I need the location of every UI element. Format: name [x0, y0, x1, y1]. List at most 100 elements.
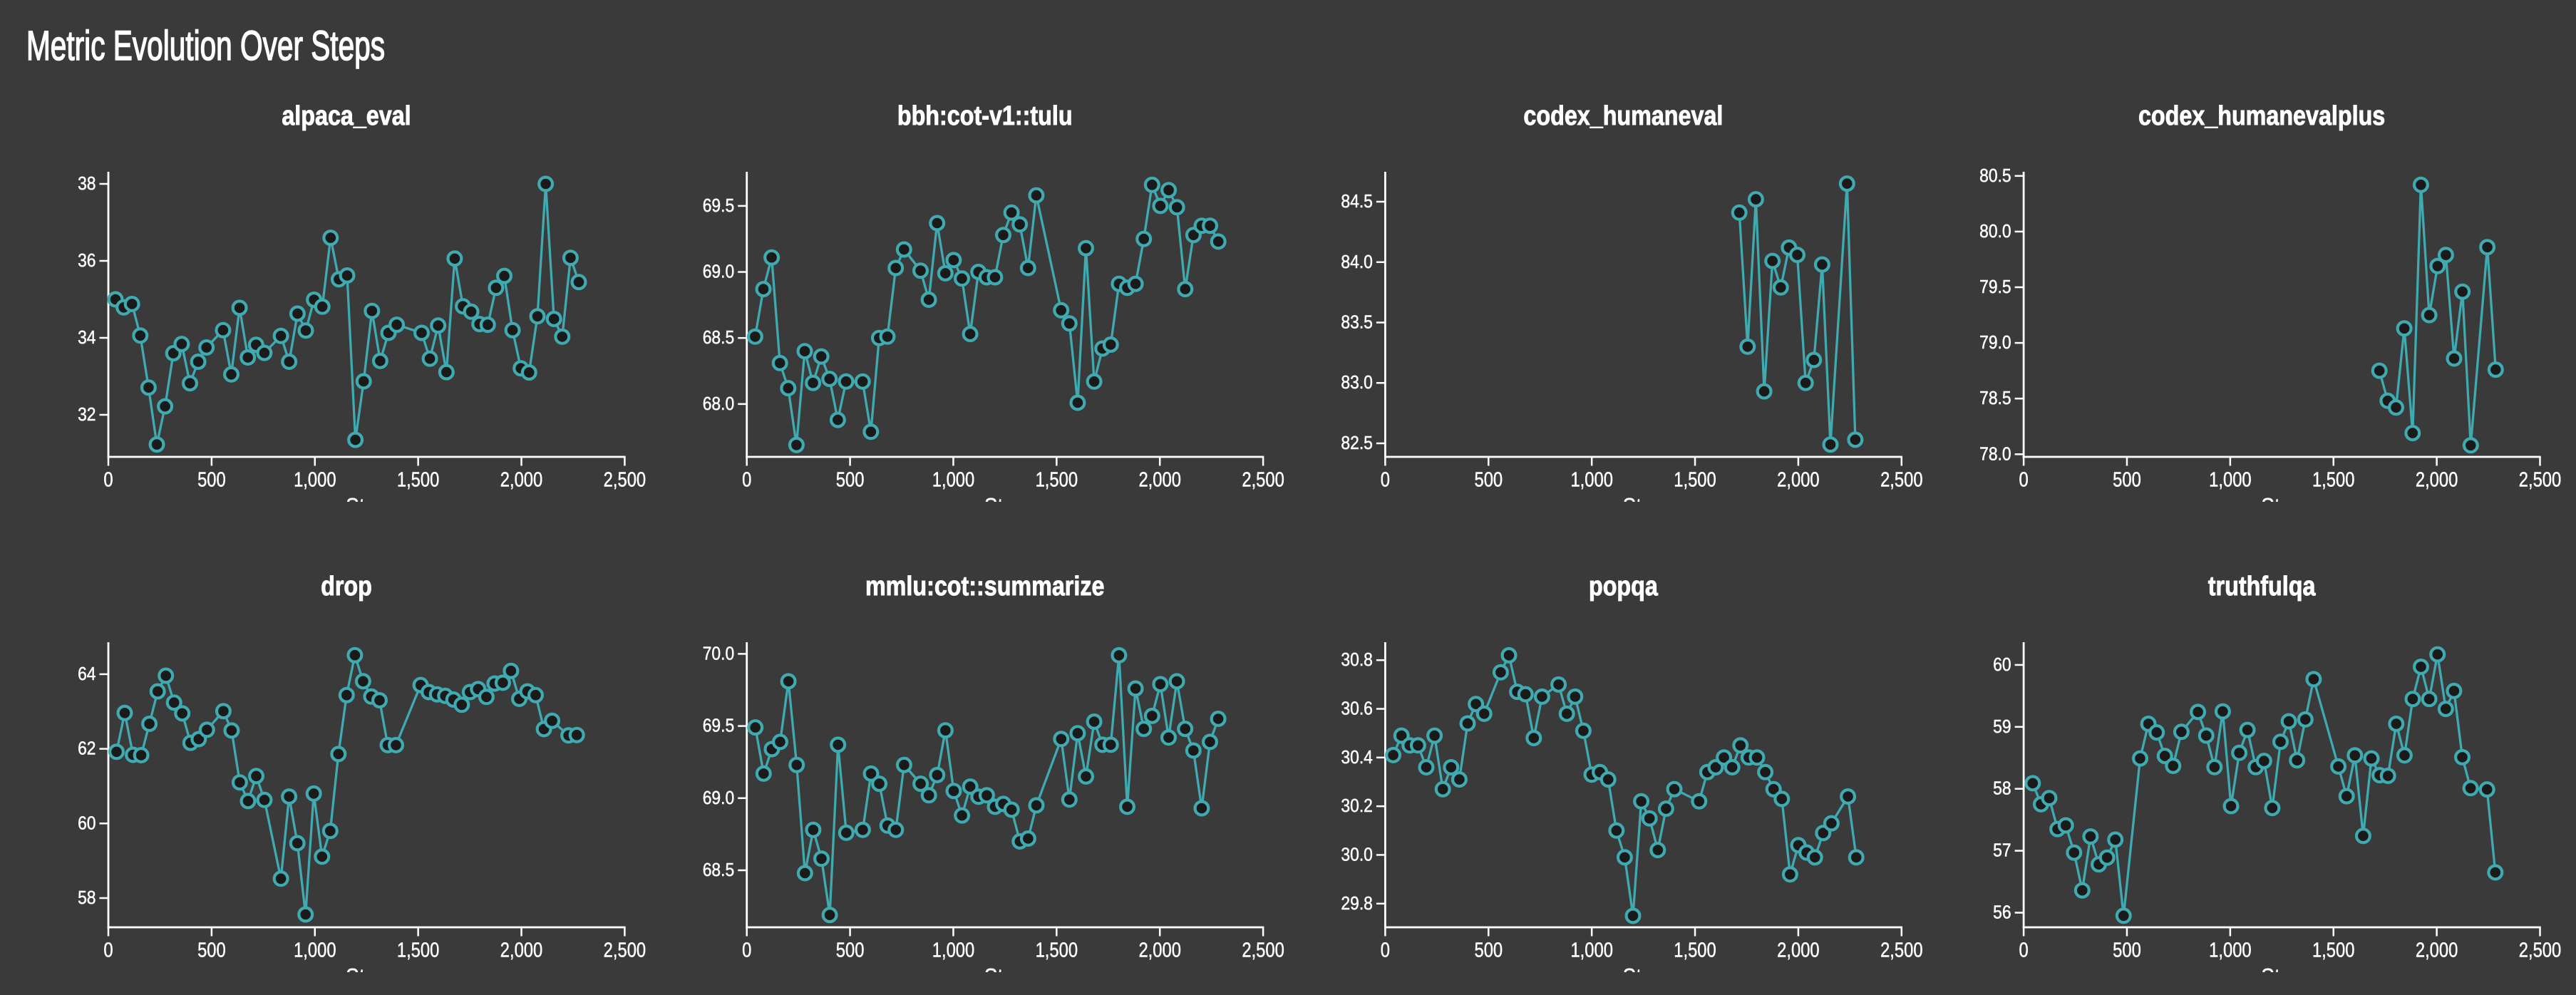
svg-text:Step: Step [2261, 965, 2302, 990]
svg-text:57: 57 [1993, 840, 2011, 861]
svg-text:1,000: 1,000 [2209, 938, 2251, 962]
svg-text:2,000: 2,000 [500, 468, 542, 491]
svg-text:Step: Step [1622, 965, 1664, 990]
svg-text:2,500: 2,500 [2519, 468, 2561, 491]
svg-text:Step: Step [984, 495, 1026, 520]
svg-text:38: 38 [78, 174, 96, 195]
svg-text:1,500: 1,500 [397, 938, 439, 962]
svg-text:1,500: 1,500 [1036, 468, 1078, 491]
svg-text:70.0: 70.0 [703, 644, 734, 664]
svg-text:69.0: 69.0 [703, 262, 734, 282]
svg-text:1,500: 1,500 [397, 468, 439, 491]
svg-text:1,000: 1,000 [294, 468, 336, 491]
svg-text:1,500: 1,500 [1674, 468, 1716, 491]
svg-text:60: 60 [1993, 655, 2011, 676]
svg-text:500: 500 [1474, 468, 1503, 491]
svg-text:Step: Step [346, 495, 387, 520]
svg-text:79.5: 79.5 [1979, 277, 2011, 298]
svg-text:1,000: 1,000 [2209, 468, 2251, 491]
svg-text:500: 500 [1474, 938, 1503, 962]
svg-text:34: 34 [78, 328, 96, 349]
svg-text:58: 58 [78, 888, 96, 909]
svg-text:Step: Step [346, 965, 387, 990]
svg-text:1,500: 1,500 [2312, 468, 2354, 491]
svg-text:2,000: 2,000 [1138, 468, 1180, 491]
svg-text:0: 0 [1381, 938, 1390, 962]
svg-text:1,000: 1,000 [932, 468, 974, 491]
svg-text:truthfulqa: truthfulqa [2208, 572, 2316, 602]
svg-text:80.5: 80.5 [1979, 165, 2011, 186]
svg-text:2,000: 2,000 [2416, 468, 2458, 491]
svg-text:2,000: 2,000 [1777, 468, 1819, 491]
svg-text:68.5: 68.5 [703, 328, 734, 349]
svg-text:codex_humanevalplus: codex_humanevalplus [2138, 101, 2385, 131]
svg-text:0: 0 [1381, 468, 1390, 491]
svg-text:29.8: 29.8 [1341, 893, 1372, 914]
svg-text:2,000: 2,000 [1777, 938, 1819, 962]
svg-text:80.0: 80.0 [1979, 222, 2011, 242]
svg-text:59: 59 [1993, 716, 2011, 737]
svg-text:1,000: 1,000 [1570, 938, 1612, 962]
svg-text:30.6: 30.6 [1341, 698, 1372, 719]
svg-text:84.0: 84.0 [1341, 252, 1372, 272]
svg-text:68.5: 68.5 [703, 860, 734, 881]
svg-text:1,500: 1,500 [2312, 938, 2354, 962]
svg-text:mmlu:cot::summarize: mmlu:cot::summarize [865, 572, 1104, 602]
svg-text:500: 500 [836, 468, 865, 491]
svg-text:1,000: 1,000 [932, 938, 974, 962]
svg-text:2,500: 2,500 [604, 468, 646, 491]
svg-text:2,500: 2,500 [2519, 938, 2561, 962]
svg-text:codex_humaneval: codex_humaneval [1523, 101, 1723, 131]
svg-text:0: 0 [2019, 468, 2028, 491]
svg-text:32: 32 [78, 405, 96, 426]
svg-text:79.0: 79.0 [1979, 333, 2011, 354]
svg-text:Step: Step [2261, 495, 2302, 520]
svg-text:69.5: 69.5 [703, 196, 734, 217]
svg-text:2,500: 2,500 [1880, 468, 1922, 491]
svg-text:68.0: 68.0 [703, 394, 734, 415]
svg-text:0: 0 [742, 468, 751, 491]
svg-text:2,500: 2,500 [604, 938, 646, 962]
svg-text:0: 0 [742, 938, 751, 962]
svg-text:Step: Step [1622, 495, 1664, 520]
svg-text:500: 500 [2113, 938, 2141, 962]
svg-text:1,000: 1,000 [294, 938, 336, 962]
svg-text:78.5: 78.5 [1979, 388, 2011, 409]
svg-text:1,500: 1,500 [1674, 938, 1716, 962]
svg-text:36: 36 [78, 251, 96, 272]
svg-text:69.0: 69.0 [703, 788, 734, 808]
svg-text:83.0: 83.0 [1341, 373, 1372, 393]
svg-text:bbh:cot-v1::tulu: bbh:cot-v1::tulu [897, 101, 1073, 131]
svg-text:30.8: 30.8 [1341, 650, 1372, 671]
svg-text:1,500: 1,500 [1036, 938, 1078, 962]
svg-text:0: 0 [103, 938, 113, 962]
svg-text:83.5: 83.5 [1341, 312, 1372, 333]
svg-text:30.0: 30.0 [1341, 845, 1372, 865]
svg-text:2,000: 2,000 [500, 938, 542, 962]
svg-text:alpaca_eval: alpaca_eval [282, 101, 411, 131]
svg-text:1,000: 1,000 [1570, 468, 1612, 491]
svg-text:78.0: 78.0 [1979, 444, 2011, 465]
svg-text:30.4: 30.4 [1341, 747, 1372, 768]
svg-text:500: 500 [836, 938, 865, 962]
svg-text:500: 500 [197, 468, 226, 491]
svg-text:2,000: 2,000 [1138, 938, 1180, 962]
svg-text:2,000: 2,000 [2416, 938, 2458, 962]
svg-text:56: 56 [1993, 902, 2011, 923]
svg-text:Step: Step [984, 965, 1026, 990]
svg-text:0: 0 [2019, 938, 2028, 962]
svg-text:84.5: 84.5 [1341, 192, 1372, 212]
svg-text:0: 0 [103, 468, 113, 491]
svg-text:500: 500 [197, 938, 226, 962]
svg-text:Metric Evolution Over Steps: Metric Evolution Over Steps [26, 23, 385, 69]
svg-text:drop: drop [321, 572, 372, 602]
svg-text:62: 62 [78, 738, 96, 759]
svg-text:500: 500 [2113, 468, 2141, 491]
svg-text:64: 64 [78, 664, 96, 685]
svg-text:69.5: 69.5 [703, 716, 734, 736]
svg-text:popqa: popqa [1589, 572, 1658, 602]
svg-text:30.2: 30.2 [1341, 796, 1372, 817]
svg-text:2,500: 2,500 [1242, 938, 1284, 962]
svg-text:2,500: 2,500 [1880, 938, 1922, 962]
svg-text:2,500: 2,500 [1242, 468, 1284, 491]
